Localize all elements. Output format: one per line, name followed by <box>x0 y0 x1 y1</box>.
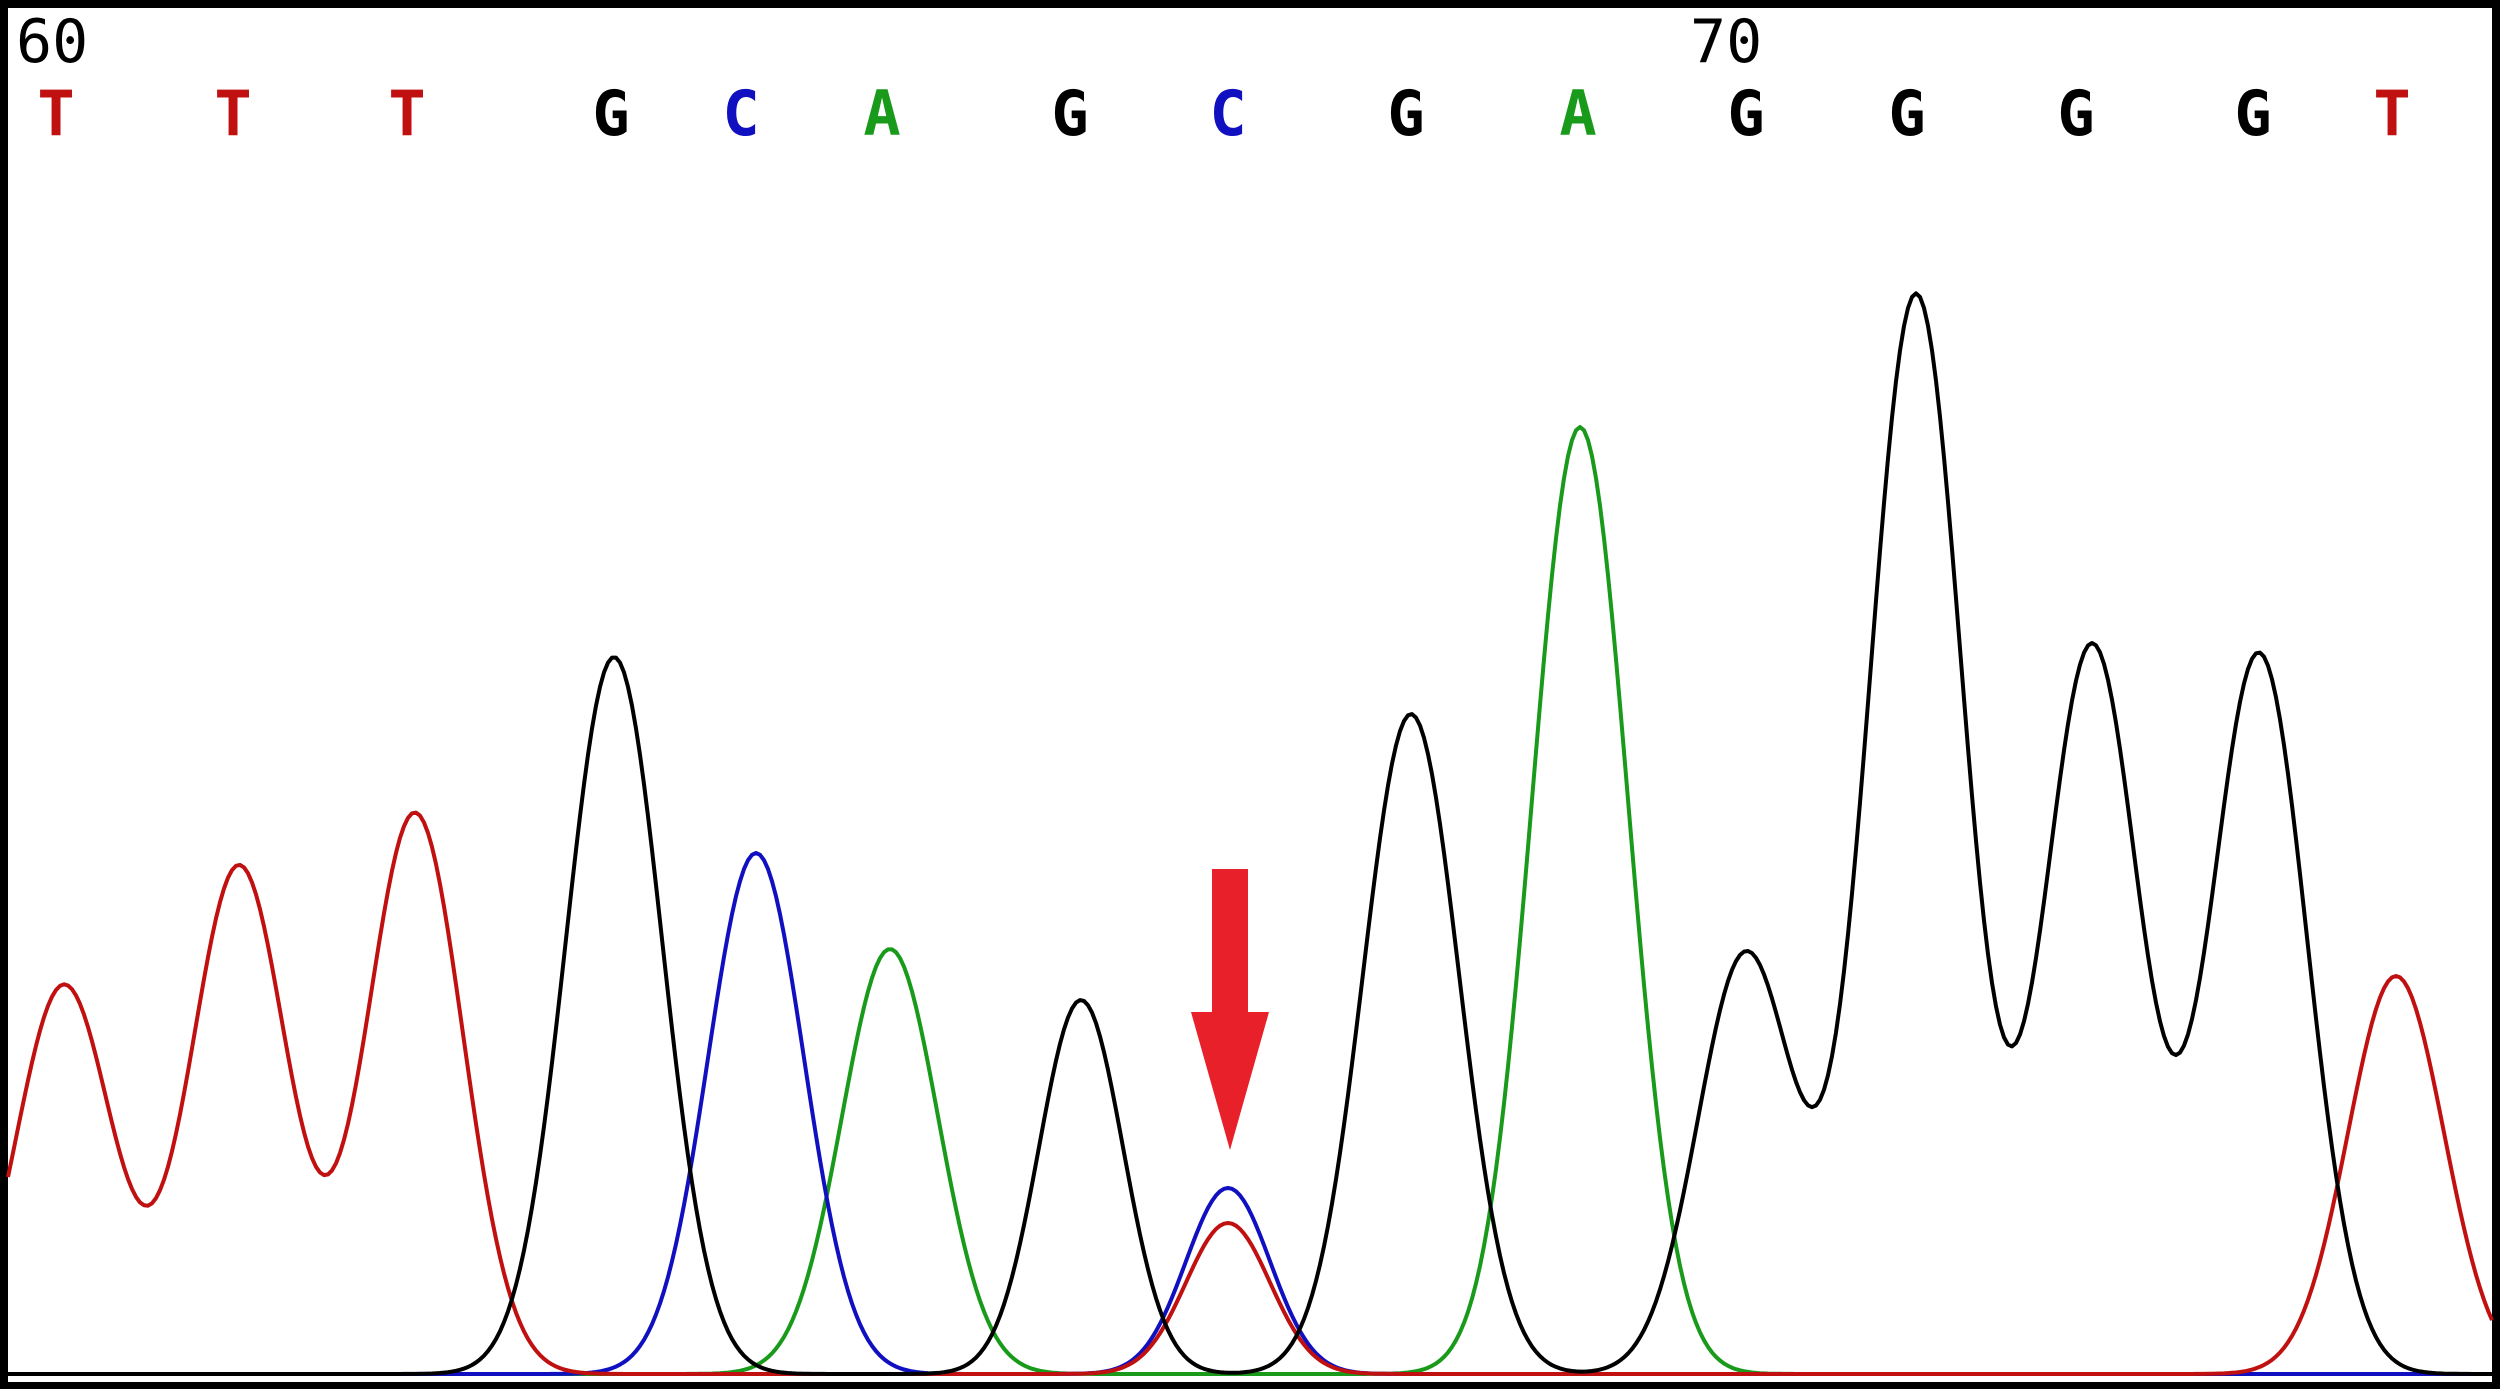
base-call-T: T <box>388 77 425 150</box>
trace-A <box>8 425 2492 1376</box>
base-call-G: G <box>1387 77 1424 150</box>
base-call-C: C <box>722 77 759 150</box>
trace-lines <box>6 291 2494 1376</box>
base-call-T: T <box>214 77 251 150</box>
base-call-G: G <box>1051 77 1088 150</box>
trace-T <box>6 810 2494 1376</box>
position-tick-label: 70 <box>1690 7 1762 77</box>
base-call-G: G <box>592 77 629 150</box>
mutation-arrow-icon <box>1191 869 1269 1150</box>
base-call-T: T <box>2373 77 2410 150</box>
base-call-A: A <box>1559 77 1596 150</box>
trace-G <box>8 291 2492 1376</box>
base-call-C: C <box>1209 77 1246 150</box>
base-call-A: A <box>863 77 900 150</box>
base-call-G: G <box>2234 77 2271 150</box>
base-call-G: G <box>1888 77 1925 150</box>
base-call-G: G <box>2057 77 2094 150</box>
base-call-G: G <box>1727 77 1764 150</box>
base-call-T: T <box>37 77 74 150</box>
chromatogram-panel <box>8 8 2492 1382</box>
position-tick-label: 60 <box>16 7 88 77</box>
position-ticks: 60 70 <box>16 7 1762 77</box>
